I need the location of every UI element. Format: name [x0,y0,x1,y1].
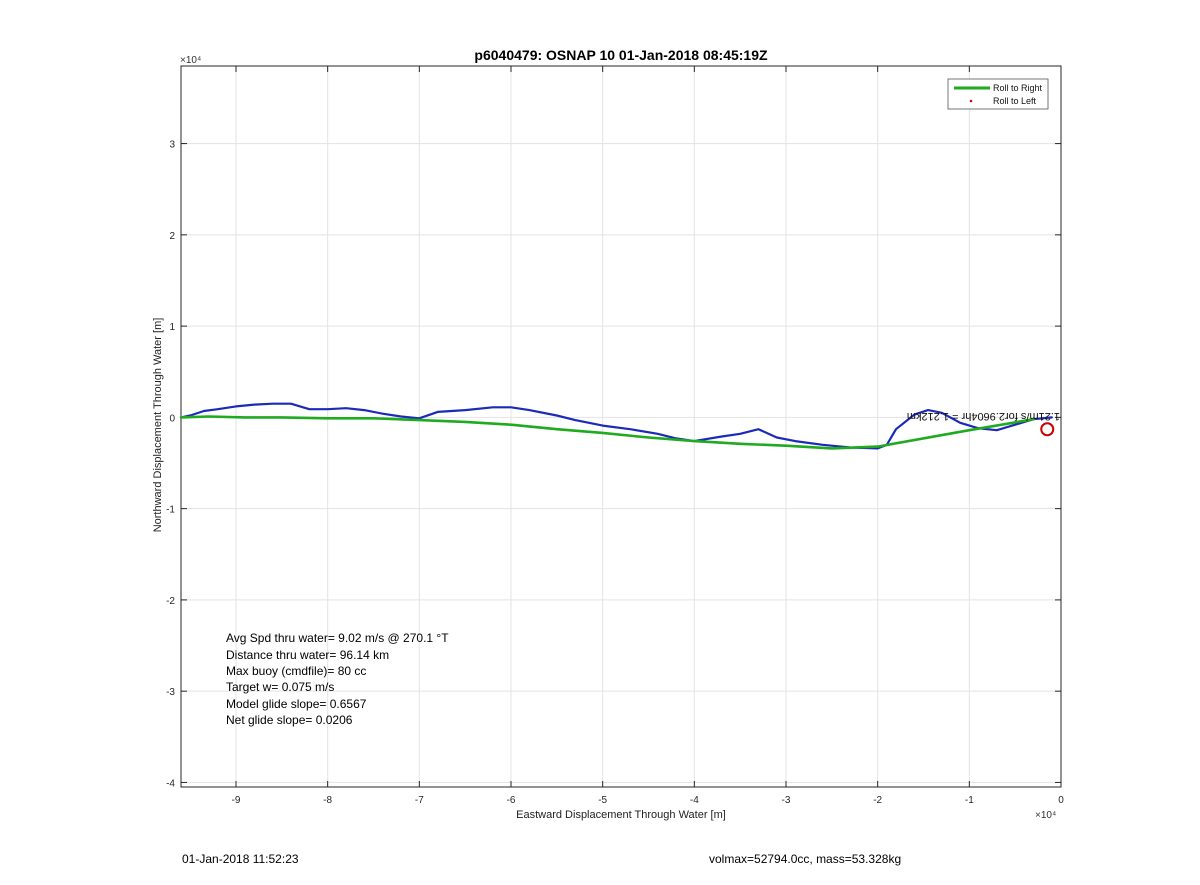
axes-box [180,65,1062,788]
y-tick-label: -2 [166,596,175,607]
legend-label-roll-left: Roll to Left [993,96,1037,106]
annotation-model-glide: Model glide slope= 0.6567 [226,697,367,711]
annotation-distance: Distance thru water= 96.14 km [226,648,389,662]
footer-volmax-mass: volmax=52794.0cc, mass=53.328kg [709,852,902,866]
grid-lines [181,66,1062,787]
annotation-avg-speed: Avg Spd thru water= 9.02 m/s @ 270.1 °T [226,631,449,645]
legend-swatch-roll-left [969,99,973,103]
y-axis-multiplier: ×10⁴ [180,55,201,66]
series-roll-to-right-line [179,415,1035,450]
y-tick-label: 0 [169,413,175,424]
legend-box [947,78,1049,110]
y-tick-label: 3 [169,140,175,151]
x-axis-label: Eastward Displacement Through Water [m] [516,809,726,821]
x-tick-label: -3 [782,795,791,806]
footer-timestamp: 01-Jan-2018 11:52:23 [182,852,299,866]
annotation-target-w: Target w= 0.075 m/s [226,680,334,694]
y-tick-label: 2 [169,231,175,242]
x-tick-label: -6 [507,795,516,806]
end-position-marker [1040,422,1055,437]
x-tick-label: -2 [873,795,882,806]
y-tick-label: -1 [166,505,175,516]
y-axis-label: Northward Displacement Through Water [m] [152,318,164,533]
x-tick-label: 0 [1058,795,1064,806]
marker-layer [1040,422,1055,437]
x-tick-label: -5 [598,795,607,806]
annotation-net-glide: Net glide slope= 0.0206 [226,713,353,727]
x-tick-label: -4 [690,795,699,806]
legend: Roll to Right Roll to Left [947,78,1049,110]
series-layer [179,402,1053,450]
x-tick-label: -1 [965,795,974,806]
x-tick-label: -7 [415,795,424,806]
x-axis-multiplier: ×10⁴ [1035,810,1056,821]
legend-label-roll-right: Roll to Right [993,83,1043,93]
y-tick-label: -4 [166,778,175,789]
series-trajectory-line [179,402,1053,450]
chart-title: p6040479: OSNAP 10 01-Jan-2018 08:45:19Z [474,47,768,63]
axis-ticks: -9 -8 -7 -6 -5 -4 -3 -2 -1 0 -4 -3 -2 -1 0 1 2 3 [166,66,1064,806]
annotation-max-buoy: Max buoy (cmdfile)= 80 cc [226,664,366,678]
stats-annotations: Avg Spd thru water= 9.02 m/s @ 270.1 °T … [226,631,449,727]
x-tick-label: -8 [323,795,332,806]
y-tick-label: 1 [169,322,175,333]
x-tick-label: -9 [232,795,241,806]
y-tick-label: -3 [166,687,175,698]
end-segment-label: 1.21m/s for2.9604hr = 1.212km [907,410,1060,422]
